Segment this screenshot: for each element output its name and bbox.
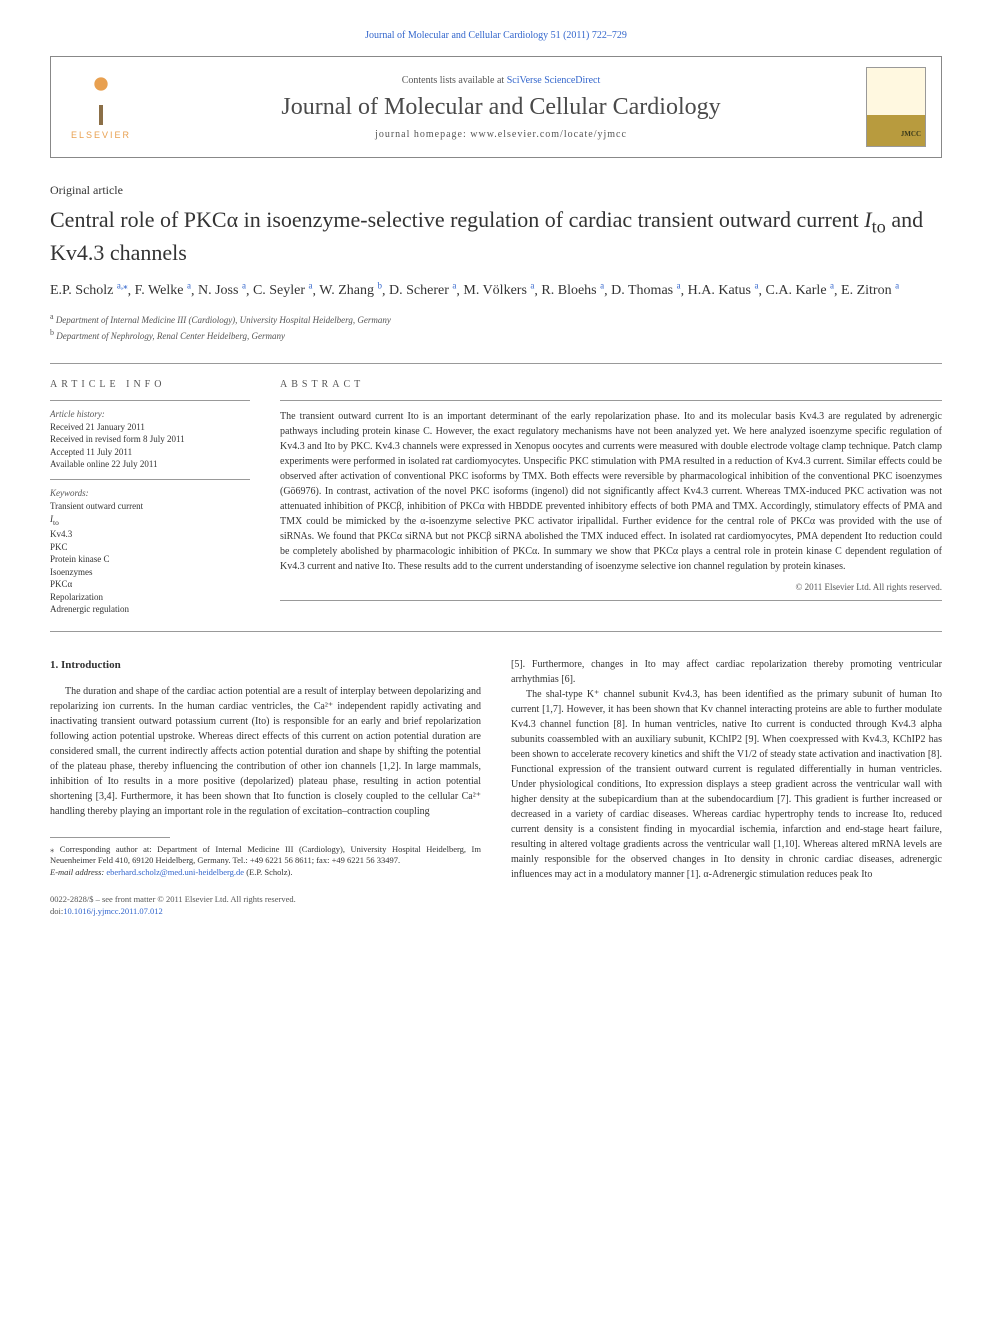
divider	[50, 479, 250, 480]
abstract-block: ABSTRACT The transient outward current I…	[280, 379, 942, 616]
elsevier-tree-icon	[76, 75, 126, 125]
history-item: Accepted 11 July 2011	[50, 446, 250, 459]
keyword: Adrenergic regulation	[50, 603, 250, 616]
keyword: PKCα	[50, 578, 250, 591]
keywords-label: Keywords:	[50, 488, 250, 498]
history-item: Available online 22 July 2011	[50, 458, 250, 471]
keyword: Kv4.3	[50, 528, 250, 541]
body-col-left: 1. Introduction The duration and shape o…	[50, 657, 481, 918]
journal-name: Journal of Molecular and Cellular Cardio…	[136, 94, 866, 121]
sciencedirect-link[interactable]: SciVerse ScienceDirect	[507, 75, 601, 86]
author: W. Zhang b	[319, 283, 382, 298]
copyright: © 2011 Elsevier Ltd. All rights reserved…	[280, 582, 942, 592]
intro-heading: 1. Introduction	[50, 657, 481, 674]
homepage-url[interactable]: www.elsevier.com/locate/yjmcc	[470, 129, 627, 140]
footnote-separator	[50, 837, 170, 838]
author: E.P. Scholz a,⁎	[50, 283, 128, 298]
issue-citation[interactable]: Journal of Molecular and Cellular Cardio…	[50, 30, 942, 41]
abstract-label: ABSTRACT	[280, 379, 942, 390]
doi-link[interactable]: 10.1016/j.yjmcc.2011.07.012	[63, 906, 163, 916]
intro-paragraph: The shal-type K⁺ channel subunit Kv4.3, …	[511, 687, 942, 882]
copyright-front: 0022-2828/$ – see front matter © 2011 El…	[50, 894, 481, 906]
elsevier-logo: ELSEVIER	[66, 67, 136, 147]
elsevier-wordmark: ELSEVIER	[71, 130, 131, 140]
contents-prefix: Contents lists available at	[402, 75, 507, 86]
email-label: E-mail address:	[50, 867, 106, 877]
keyword: PKC	[50, 541, 250, 554]
article-type: Original article	[50, 183, 942, 198]
meta-row: ARTICLE INFO Article history: Received 2…	[50, 379, 942, 616]
author: N. Joss a	[198, 283, 246, 298]
author: D. Scherer a	[389, 283, 456, 298]
homepage-prefix: journal homepage:	[375, 129, 470, 140]
body-columns: 1. Introduction The duration and shape o…	[50, 657, 942, 918]
contents-line: Contents lists available at SciVerse Sci…	[136, 75, 866, 86]
author: F. Welke a	[135, 283, 191, 298]
affiliation: b Department of Nephrology, Renal Center…	[50, 327, 942, 343]
keyword: Repolarization	[50, 591, 250, 604]
email-link[interactable]: eberhard.scholz@med.uni-heidelberg.de	[106, 867, 244, 877]
journal-cover-thumb	[866, 67, 926, 147]
doi-line: doi:10.1016/j.yjmcc.2011.07.012	[50, 906, 481, 918]
header-center: Contents lists available at SciVerse Sci…	[136, 75, 866, 140]
corresponding-author-footnote: ⁎ Corresponding author at: Department of…	[50, 844, 481, 868]
body-col-right: [5]. Furthermore, changes in Ito may aff…	[511, 657, 942, 918]
keyword: Protein kinase C	[50, 553, 250, 566]
email-who: (E.P. Scholz).	[244, 867, 292, 877]
history-item: Received in revised form 8 July 2011	[50, 433, 250, 446]
title-ital: I	[864, 207, 871, 232]
article-title: Central role of PKCα in isoenzyme-select…	[50, 206, 942, 268]
keyword: Transient outward current	[50, 500, 250, 513]
abstract-text: The transient outward current Ito is an …	[280, 409, 942, 574]
authors: E.P. Scholz a,⁎, F. Welke a, N. Joss a, …	[50, 280, 942, 302]
author: R. Bloehs a	[541, 283, 604, 298]
divider	[280, 600, 942, 601]
author: D. Thomas a	[611, 283, 680, 298]
author: H.A. Katus a	[688, 283, 759, 298]
divider	[50, 363, 942, 364]
article-info: ARTICLE INFO Article history: Received 2…	[50, 379, 250, 616]
history-item: Received 21 January 2011	[50, 421, 250, 434]
keyword: Isoenzymes	[50, 566, 250, 579]
keyword: Ito	[50, 513, 250, 528]
author: C. Seyler a	[253, 283, 313, 298]
divider	[50, 631, 942, 632]
author: M. Völkers a	[463, 283, 534, 298]
author: E. Zitron a	[841, 283, 899, 298]
intro-paragraph: [5]. Furthermore, changes in Ito may aff…	[511, 657, 942, 687]
title-pre: Central role of PKCα in isoenzyme-select…	[50, 207, 864, 232]
history-label: Article history:	[50, 409, 250, 419]
author: C.A. Karle a	[766, 283, 835, 298]
journal-homepage: journal homepage: www.elsevier.com/locat…	[136, 129, 866, 140]
email-footnote: E-mail address: eberhard.scholz@med.uni-…	[50, 867, 481, 879]
title-sub: to	[872, 216, 886, 236]
journal-header: ELSEVIER Contents lists available at Sci…	[50, 56, 942, 158]
affiliation: a Department of Internal Medicine III (C…	[50, 311, 942, 327]
intro-paragraph: The duration and shape of the cardiac ac…	[50, 684, 481, 819]
info-label: ARTICLE INFO	[50, 379, 250, 390]
divider	[280, 400, 942, 401]
affiliations: a Department of Internal Medicine III (C…	[50, 311, 942, 342]
divider	[50, 400, 250, 401]
front-matter: 0022-2828/$ – see front matter © 2011 El…	[50, 894, 481, 918]
